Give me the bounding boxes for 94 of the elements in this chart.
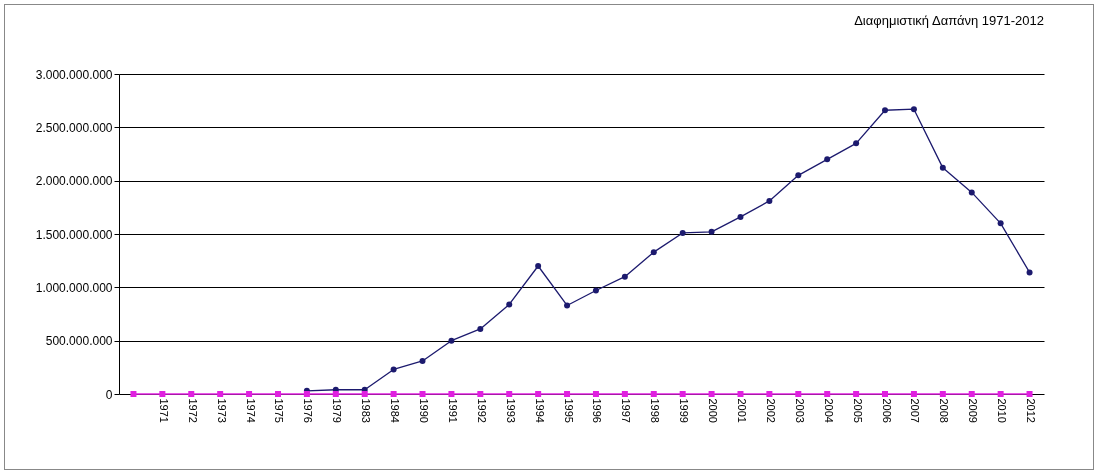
point — [130, 391, 137, 397]
point — [621, 391, 628, 397]
point — [766, 197, 773, 204]
point — [274, 391, 281, 397]
point — [708, 391, 715, 397]
point — [332, 391, 339, 397]
x-tick-label: 1971 — [157, 398, 170, 423]
point — [910, 106, 917, 113]
point — [650, 249, 657, 256]
point — [737, 213, 744, 220]
point — [824, 156, 831, 163]
chart-title: Διαφημιστική Δαπάνη 1971-2012 — [854, 13, 1044, 28]
point — [477, 325, 484, 332]
point — [679, 391, 686, 397]
point — [535, 263, 542, 269]
y-tick-label: 1.500.000.000 — [35, 227, 113, 242]
x-tick-label: 1992 — [475, 398, 488, 423]
point — [882, 107, 889, 114]
point — [968, 189, 975, 196]
point — [506, 301, 513, 308]
x-tick-label: 1973 — [215, 398, 228, 423]
x-tick-label: 1974 — [244, 398, 257, 423]
x-tick-label: 1972 — [186, 398, 199, 423]
x-tick-label: 2001 — [735, 398, 748, 423]
x-tick-label: 2010 — [996, 398, 1009, 423]
point — [390, 366, 397, 373]
y-tick-label: 0 — [105, 387, 113, 402]
point — [592, 287, 599, 294]
x-tick-label: 1993 — [504, 398, 517, 423]
point — [535, 391, 542, 397]
point — [564, 302, 571, 309]
x-tick-label: 1998 — [649, 398, 662, 423]
y-tick-label: 2.000.000.000 — [35, 174, 113, 189]
point — [448, 337, 455, 344]
x-tick-label: 1976 — [302, 398, 315, 423]
point — [708, 228, 715, 235]
x-tick-label: 1984 — [389, 398, 402, 423]
x-tick-label: 1997 — [620, 398, 633, 423]
point — [737, 391, 744, 397]
point — [997, 220, 1004, 227]
point — [419, 391, 426, 397]
point — [448, 391, 455, 397]
point — [390, 391, 397, 397]
point — [853, 391, 860, 397]
x-tick-label: 2000 — [707, 398, 720, 423]
y-tick-label: 500.000.000 — [45, 334, 113, 349]
point — [939, 391, 946, 397]
y-tick-label: 3.000.000.000 — [35, 67, 113, 82]
point — [795, 391, 802, 397]
x-tick-label: 2004 — [822, 398, 835, 423]
point — [564, 391, 571, 397]
point — [217, 391, 224, 397]
x-tick-label: 1996 — [591, 398, 604, 423]
x-tick-label: 1994 — [533, 398, 546, 423]
x-tick-label: 1999 — [678, 398, 691, 423]
x-tick-label: 1995 — [562, 398, 575, 423]
x-tick-label: 2006 — [880, 398, 893, 423]
x-tick-label: 2008 — [938, 398, 951, 423]
point — [592, 391, 599, 397]
x-tick-label: 2012 — [1025, 398, 1038, 423]
point — [910, 391, 917, 397]
point — [939, 164, 946, 171]
x-tick-label: 2009 — [967, 398, 980, 423]
point — [882, 391, 889, 397]
point — [361, 391, 368, 397]
point — [650, 391, 657, 397]
x-tick-label: 1975 — [273, 398, 286, 423]
y-tick-label: 2.500.000.000 — [35, 120, 113, 135]
point — [621, 273, 628, 280]
y-tick-label: 1.000.000.000 — [35, 280, 113, 295]
point — [968, 391, 975, 397]
point — [679, 229, 686, 236]
point — [1026, 391, 1033, 397]
x-tick-label: 2007 — [909, 398, 922, 423]
point — [477, 391, 484, 397]
x-tick-label: 1990 — [418, 398, 431, 423]
x-tick-label: 2003 — [793, 398, 806, 423]
x-tick-label: 2002 — [764, 398, 777, 423]
point — [303, 391, 310, 397]
point — [795, 172, 802, 179]
point — [766, 391, 773, 397]
x-tick-label: 1991 — [446, 398, 459, 423]
point — [419, 357, 426, 364]
point — [506, 391, 513, 397]
point — [188, 391, 195, 397]
x-tick-label: 1979 — [331, 398, 344, 423]
point — [1026, 269, 1033, 276]
point — [246, 391, 253, 397]
point — [853, 140, 860, 147]
point — [997, 391, 1004, 397]
x-tick-label: 2005 — [851, 398, 864, 423]
point — [824, 391, 831, 397]
point — [159, 391, 166, 397]
x-tick-label: 1983 — [360, 398, 373, 423]
